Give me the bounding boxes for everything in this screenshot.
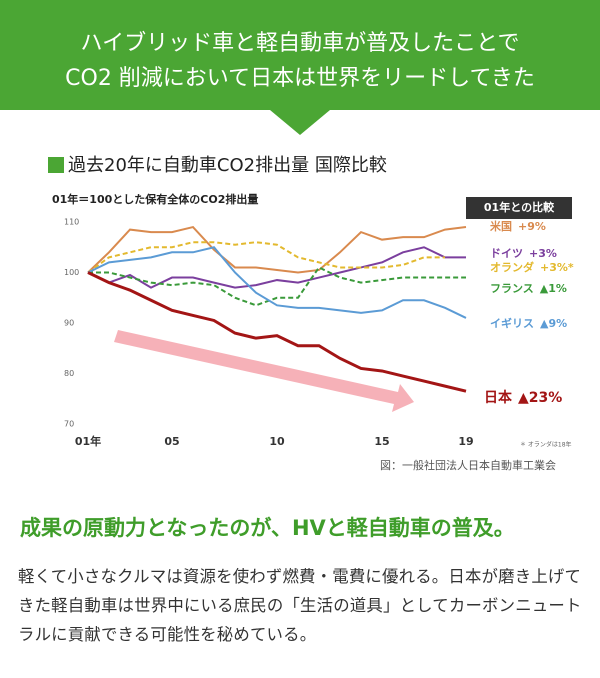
legend-title: 01年との比較 [484, 200, 555, 214]
series-line [87, 246, 467, 319]
y-tick-label: 100 [64, 268, 79, 277]
series-name: 米国 [489, 219, 512, 233]
title-square [48, 157, 64, 173]
series-label: ドイツ +3% [490, 247, 557, 260]
series-name: オランダ [490, 260, 534, 274]
series-name: フランス [490, 282, 534, 295]
series-label: 米国 +9% [489, 219, 546, 233]
y-tick-label: 110 [64, 218, 79, 227]
series-change: +3%* [540, 261, 574, 274]
series-label: 日本 ▲23% [484, 389, 562, 406]
series-label: オランダ +3%* [490, 260, 574, 274]
source: 図：一般社団法人日本自動車工業会 [380, 458, 556, 472]
series-line [88, 266, 466, 307]
banner [0, 0, 600, 135]
series-name: ドイツ [490, 247, 523, 260]
series-label: フランス ▲1% [490, 282, 567, 295]
trend-arrow [114, 330, 414, 412]
series-change: ▲9% [540, 317, 567, 330]
series-label: イギリス ▲9% [490, 316, 567, 330]
header-line: CO2 削減において日本は世界をリードしてきた [65, 66, 535, 91]
y-tick-label: 80 [64, 369, 74, 378]
x-tick-label: 10 [269, 435, 285, 448]
x-tick-label: 01年 [75, 434, 101, 448]
y-tick-label: 70 [64, 420, 74, 429]
x-tick-label: 15 [374, 435, 389, 448]
body-text: 軽くて小さなクルマは資源を使わず燃費・電費に優れる。日本が磨き上げてきた軽自動車… [18, 567, 582, 644]
chart-title: 過去20年に自動車CO2排出量 国際比較 [68, 155, 387, 176]
body-heading: 成果の原動力となったのが、HVと軽自動車の普及。 [20, 516, 515, 540]
series-line [87, 225, 467, 274]
series-name: 日本 [484, 389, 513, 406]
y-tick-label: 90 [64, 319, 74, 328]
series-name: イギリス [490, 316, 534, 330]
header-line: ハイブリッド車と軽自動車が普及したことで [81, 31, 520, 56]
series-line [87, 241, 445, 274]
series-change: +9% [518, 220, 546, 233]
x-tick-label: 05 [164, 435, 179, 448]
legend-box [466, 197, 572, 219]
note: ＊ オランダは18年 [520, 441, 572, 449]
series-change: ▲23% [518, 390, 562, 406]
x-tick-label: 19 [458, 435, 473, 448]
series-change: +3% [529, 247, 557, 260]
series-line [87, 271, 467, 393]
chart-subtitle: 01年＝100とした保有全体のCO2排出量 [52, 192, 258, 206]
series-line [87, 246, 466, 289]
series-change: ▲1% [540, 282, 567, 295]
